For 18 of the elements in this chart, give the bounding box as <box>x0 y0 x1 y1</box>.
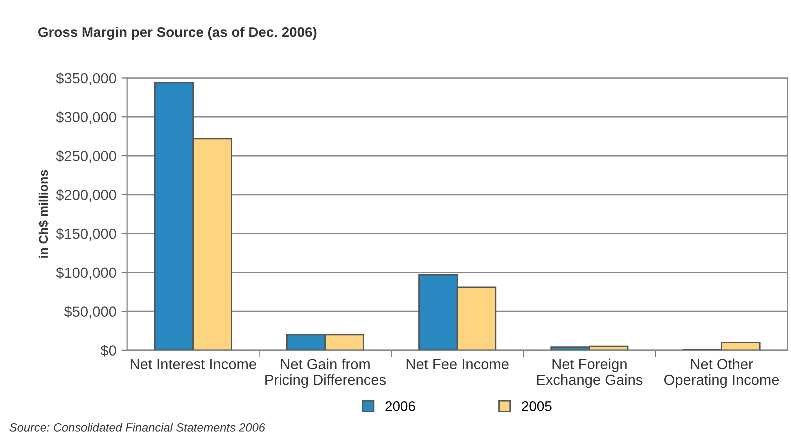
chart-title: Gross Margin per Source (as of Dec. 2006) <box>38 27 317 40</box>
y-tick-label: $50,000 <box>64 306 116 319</box>
legend-label: 2006 <box>386 402 416 412</box>
y-tick-label: $150,000 <box>56 228 116 241</box>
y-tick-label: $200,000 <box>56 189 116 202</box>
y-tick-label: $350,000 <box>56 72 116 86</box>
x-tick-label: Net Other Operating Income <box>664 358 780 388</box>
y-tick-label: $300,000 <box>56 112 116 124</box>
x-tick-label: Net Fee Income <box>406 359 509 370</box>
source-note: Source: Consolidated Financial Statements 2006 <box>10 423 266 432</box>
x-tick-label: Net Gain from Pricing Differences <box>266 358 386 388</box>
y-axis-title: in Ch$ millions <box>38 170 49 258</box>
x-tick-label: Net Interest Income <box>130 359 256 370</box>
y-tick-label: $250,000 <box>56 150 116 164</box>
y-tick-label: $100,000 <box>56 267 116 280</box>
x-tick-label: Net Foreign Exchange Gains <box>537 358 643 388</box>
legend-label: 2005 <box>522 402 552 412</box>
y-tick-label: $0 <box>100 344 116 357</box>
